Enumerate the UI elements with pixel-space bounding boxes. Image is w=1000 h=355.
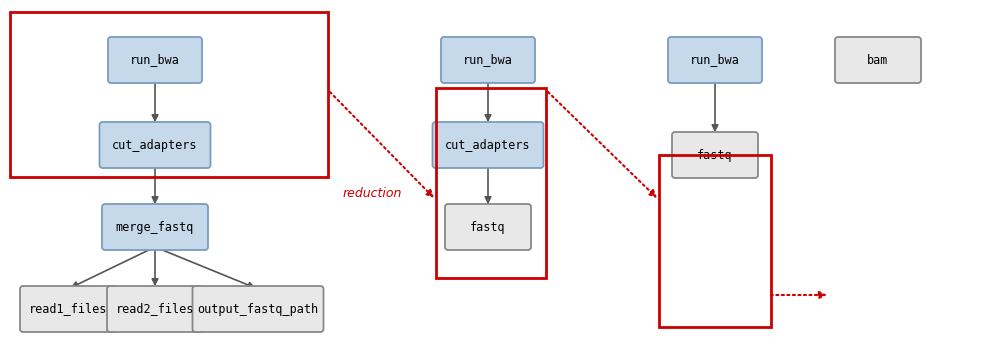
FancyBboxPatch shape bbox=[445, 204, 531, 250]
FancyBboxPatch shape bbox=[100, 122, 210, 168]
Text: run_bwa: run_bwa bbox=[463, 54, 513, 66]
Text: reduction: reduction bbox=[343, 187, 402, 200]
FancyBboxPatch shape bbox=[108, 37, 202, 83]
Text: output_fastq_path: output_fastq_path bbox=[197, 302, 319, 316]
Text: bam: bam bbox=[867, 54, 889, 66]
FancyBboxPatch shape bbox=[102, 204, 208, 250]
Bar bbox=[436, 88, 546, 278]
Text: run_bwa: run_bwa bbox=[130, 54, 180, 66]
Text: run_bwa: run_bwa bbox=[690, 54, 740, 66]
Text: cut_adapters: cut_adapters bbox=[445, 138, 531, 152]
Text: read1_files: read1_files bbox=[29, 302, 107, 316]
Text: cut_adapters: cut_adapters bbox=[112, 138, 198, 152]
Text: fastq: fastq bbox=[470, 220, 506, 234]
FancyBboxPatch shape bbox=[107, 286, 203, 332]
FancyBboxPatch shape bbox=[432, 122, 544, 168]
FancyBboxPatch shape bbox=[20, 286, 116, 332]
FancyBboxPatch shape bbox=[672, 132, 758, 178]
FancyBboxPatch shape bbox=[835, 37, 921, 83]
Bar bbox=[659, 155, 771, 327]
Text: merge_fastq: merge_fastq bbox=[116, 220, 194, 234]
FancyBboxPatch shape bbox=[441, 37, 535, 83]
FancyBboxPatch shape bbox=[192, 286, 324, 332]
Text: fastq: fastq bbox=[697, 148, 733, 162]
Text: read2_files: read2_files bbox=[116, 302, 194, 316]
Bar bbox=[10, 12, 328, 177]
FancyBboxPatch shape bbox=[668, 37, 762, 83]
